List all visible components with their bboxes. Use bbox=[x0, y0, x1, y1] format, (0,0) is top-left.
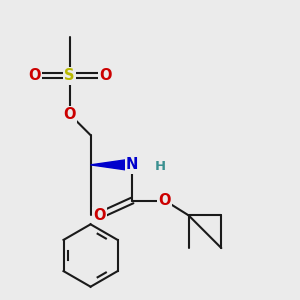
Text: O: O bbox=[159, 193, 171, 208]
Text: O: O bbox=[99, 68, 112, 83]
Text: O: O bbox=[28, 68, 40, 83]
Text: H: H bbox=[155, 160, 166, 173]
Text: S: S bbox=[64, 68, 75, 83]
Text: O: O bbox=[64, 107, 76, 122]
Text: O: O bbox=[93, 208, 106, 223]
Polygon shape bbox=[91, 159, 132, 171]
Text: N: N bbox=[126, 158, 138, 172]
